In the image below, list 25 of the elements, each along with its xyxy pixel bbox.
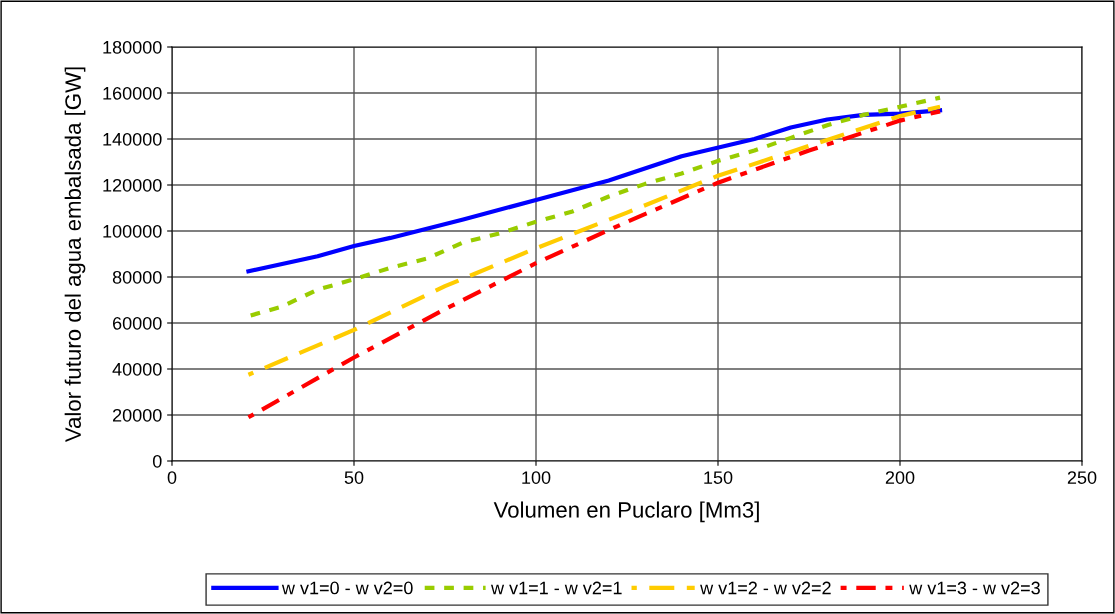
x-tick-label: 200 xyxy=(885,471,915,484)
y-tick-label: 20000 xyxy=(112,408,162,422)
x-axis-title: Volumen en Puclaro [Mm3] xyxy=(493,501,759,523)
legend-label: w v1=0 - w v2=0 xyxy=(281,581,413,595)
legend-label: w v1=2 - w v2=2 xyxy=(700,581,831,595)
y-tick-label: 60000 xyxy=(112,316,162,330)
legend-label: w v1=1 - w v2=1 xyxy=(491,581,622,595)
y-tick-label: 160000 xyxy=(103,86,162,100)
x-tick-label: 50 xyxy=(344,471,364,484)
x-tick-label: 150 xyxy=(704,471,733,484)
y-tick-label: 0 xyxy=(152,454,162,468)
y-tick-label: 80000 xyxy=(112,270,162,284)
y-tick-label: 120000 xyxy=(103,178,162,192)
y-axis-title: Valor futuro del agua embalsada [GW] xyxy=(64,67,86,443)
y-tick-label: 100000 xyxy=(103,224,162,238)
x-tick-label: 100 xyxy=(522,471,551,484)
x-tick-label: 0 xyxy=(167,471,177,484)
x-tick-label: 250 xyxy=(1067,471,1097,484)
y-tick-label: 180000 xyxy=(103,40,162,54)
line-series xyxy=(246,104,943,377)
line-series xyxy=(246,108,943,274)
y-tick-label: 40000 xyxy=(112,362,162,376)
legend-label: w v1=3 - w v2=3 xyxy=(909,581,1040,595)
y-tick-label: 140000 xyxy=(103,132,162,146)
line-series xyxy=(246,109,943,420)
